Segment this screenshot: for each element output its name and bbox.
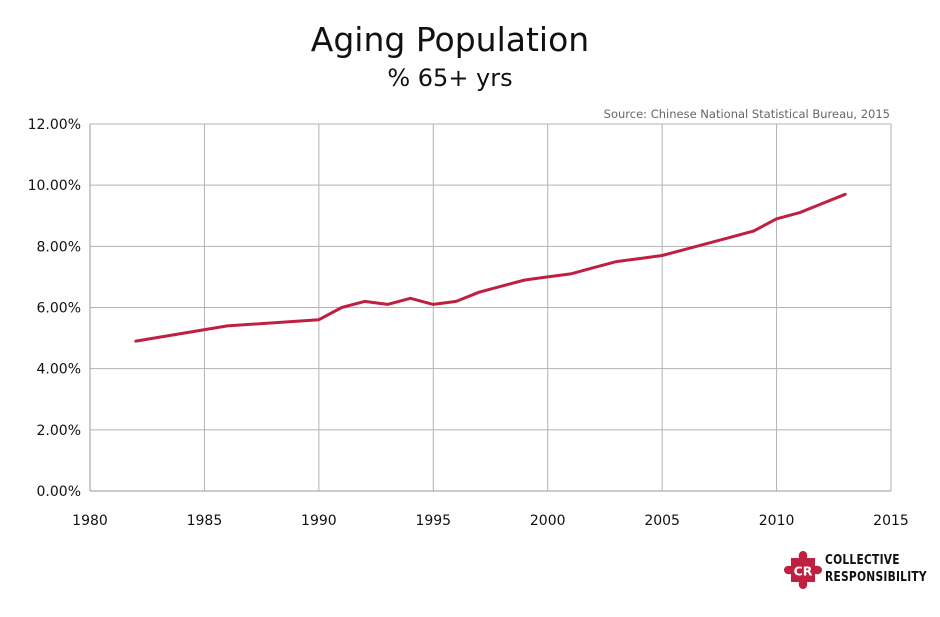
collective-responsibility-logo: CR COLLECTIVE RESPONSIBILITY <box>782 548 932 592</box>
logo-line-1: COLLECTIVE <box>825 553 900 568</box>
y-tick-label: 8.00% <box>37 239 81 255</box>
chart-source-note: Source: Chinese National Statistical Bur… <box>603 107 890 121</box>
y-tick-label: 6.00% <box>37 301 81 317</box>
x-tick-label: 1980 <box>72 513 108 529</box>
y-tick-label: 4.00% <box>37 362 81 378</box>
logo-line-2: RESPONSIBILITY <box>825 570 927 585</box>
x-tick-label: 2005 <box>644 513 680 529</box>
puzzle-piece-icon: CR <box>784 551 822 589</box>
series-line-1 <box>134 192 847 343</box>
chart-subtitle: % 65+ yrs <box>387 64 513 92</box>
y-tick-label: 10.00% <box>28 178 81 194</box>
axes <box>89 124 891 492</box>
x-tick-label: 1985 <box>187 513 223 529</box>
y-tick-label: 12.00% <box>28 117 81 133</box>
x-tick-label: 1995 <box>415 513 451 529</box>
x-tick-label: 2010 <box>759 513 795 529</box>
chart-title: Aging Population <box>310 20 590 59</box>
logo-initials: CR <box>794 564 813 579</box>
series-layer <box>134 192 847 343</box>
logo-wordmark: COLLECTIVE RESPONSIBILITY <box>825 552 927 586</box>
x-tick-label: 2015 <box>873 513 909 529</box>
y-tick-label: 2.00% <box>37 423 81 439</box>
tick-labels: 1980 1985 1990 1995 2000 2005 2010 2015 0.00% 2.0… <box>28 117 909 529</box>
x-tick-label: 1990 <box>301 513 337 529</box>
x-tick-label: 2000 <box>530 513 566 529</box>
gridlines <box>90 123 892 491</box>
y-tick-label: 0.00% <box>37 484 81 500</box>
